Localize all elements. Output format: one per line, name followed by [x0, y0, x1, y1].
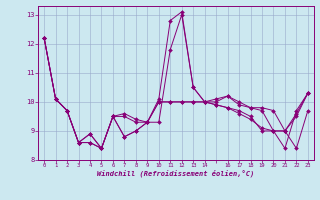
X-axis label: Windchill (Refroidissement éolien,°C): Windchill (Refroidissement éolien,°C) [97, 170, 255, 177]
